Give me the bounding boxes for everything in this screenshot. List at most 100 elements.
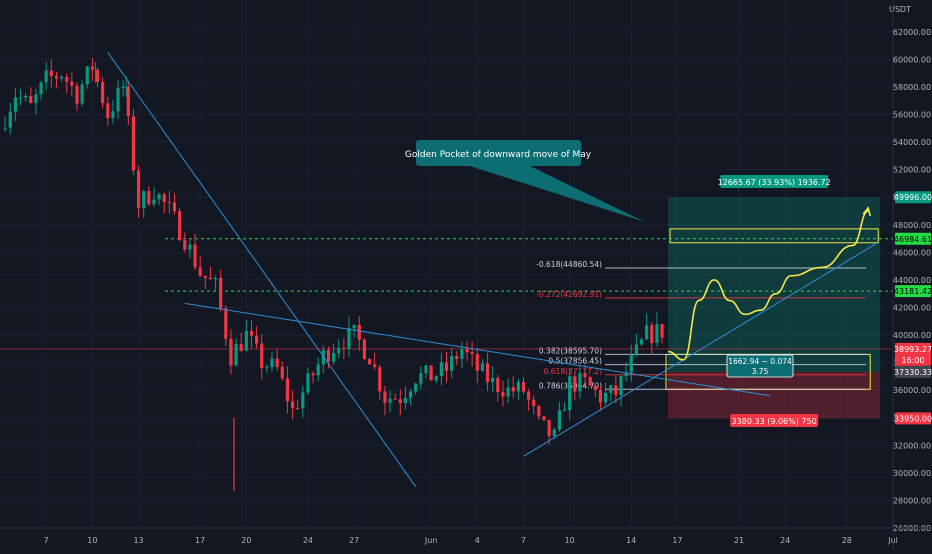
candle-body — [244, 330, 248, 351]
x-tick-label: Jun — [424, 536, 438, 545]
candle-body — [475, 354, 479, 371]
position-zones — [665, 197, 881, 419]
candle-body — [193, 244, 197, 268]
candle-body — [460, 348, 464, 360]
candle-body — [373, 364, 377, 368]
fib-level-label: -0.618(44860.54) — [536, 260, 602, 269]
candle-body — [342, 347, 346, 349]
candle-body — [491, 378, 495, 383]
x-tick-label: 17 — [195, 536, 205, 545]
candle-body — [537, 406, 541, 417]
candle-body — [75, 85, 79, 104]
candle-body — [265, 367, 269, 369]
candle-body — [619, 376, 623, 395]
price-tag-label: 16:00 — [901, 356, 924, 365]
y-tick-label: 36000.00 — [893, 386, 931, 395]
price-tag-bg — [895, 353, 931, 366]
candle-body — [147, 191, 151, 205]
candle-body — [301, 392, 305, 409]
candle-body — [70, 81, 74, 86]
candle-body — [316, 364, 320, 376]
projection-curve — [667, 210, 869, 361]
candle-body — [547, 419, 551, 437]
candle-body — [126, 86, 130, 117]
callout-box — [416, 140, 581, 166]
candle-body — [224, 308, 228, 339]
candle-body — [90, 66, 94, 70]
candle-body — [162, 194, 166, 203]
y-tick-label: 48000.00 — [893, 221, 931, 230]
y-tick-label: 62000.00 — [893, 28, 931, 37]
candle-body — [331, 353, 336, 362]
price-tag-bg — [895, 342, 931, 355]
candle-body — [496, 378, 500, 393]
candle-body — [357, 324, 361, 340]
y-tick-label: 40000.00 — [893, 331, 931, 340]
candle-body — [188, 244, 192, 250]
x-tick-label: 10 — [87, 536, 97, 545]
candle-body — [34, 94, 38, 104]
candle-body — [639, 339, 644, 345]
price-tag-bg — [895, 285, 931, 298]
candle-body — [660, 324, 664, 338]
golden-pocket-box — [669, 228, 879, 244]
candle-body — [650, 325, 654, 343]
candle-body — [111, 111, 115, 119]
candle-body — [367, 359, 372, 365]
candle-body — [521, 381, 526, 392]
candle-body — [44, 70, 48, 83]
candle-body — [260, 343, 264, 369]
x-tick-label: 24 — [303, 536, 313, 545]
ascending-trendline — [523, 242, 878, 457]
candle-body — [485, 363, 490, 383]
candle-body — [24, 96, 28, 98]
candle-body — [18, 97, 23, 99]
x-tick-label: 13 — [133, 536, 143, 545]
candle-body — [326, 350, 331, 362]
candle-body — [311, 373, 315, 376]
trendlines — [107, 52, 878, 487]
candle-body — [3, 127, 7, 129]
candle-body — [95, 69, 100, 82]
candle-body — [59, 76, 64, 79]
candle-body — [562, 410, 567, 412]
candle-body — [198, 267, 202, 276]
price-tag-bg — [895, 365, 931, 378]
y-tick-label: 46000.00 — [893, 248, 931, 257]
candle-body — [634, 344, 638, 355]
candle-body — [434, 375, 438, 381]
price-tag-label: 49996.00 — [894, 193, 932, 202]
fib-level-label: 0.382(38595.70) — [539, 346, 602, 355]
fib-level-label: -0.272(42692.91) — [536, 290, 602, 299]
candle-body — [121, 86, 125, 89]
candle-body — [455, 355, 459, 360]
candle-body — [527, 391, 531, 400]
candle-body — [645, 325, 649, 340]
candle-body — [655, 324, 659, 343]
candle-body — [532, 399, 536, 407]
stop-label-bg — [730, 414, 819, 427]
price-tag-bg — [895, 191, 931, 204]
candle-body — [101, 81, 105, 104]
candle-body — [603, 392, 608, 403]
price-tag-label: 46984.61 — [894, 235, 932, 244]
x-tick-label: 20 — [241, 536, 251, 545]
candle-body — [142, 191, 146, 208]
x-tick-label: 17 — [672, 536, 682, 545]
candle-body — [13, 97, 17, 112]
candle-body — [249, 330, 254, 336]
callout-pointer — [470, 166, 645, 222]
price-tag-label: 37330.33 — [894, 368, 932, 377]
candle-body — [352, 324, 356, 329]
candle-body — [429, 365, 433, 381]
candle-body — [208, 277, 213, 280]
candle-body — [39, 82, 43, 95]
y-tick-label: 56000.00 — [893, 110, 931, 119]
candle-body — [408, 391, 413, 398]
x-tick-label: 28 — [842, 536, 852, 545]
target-zone — [668, 197, 881, 372]
candle-body — [306, 373, 310, 393]
candle-body — [624, 372, 628, 377]
price-tag-label: 43181.42 — [894, 287, 932, 296]
